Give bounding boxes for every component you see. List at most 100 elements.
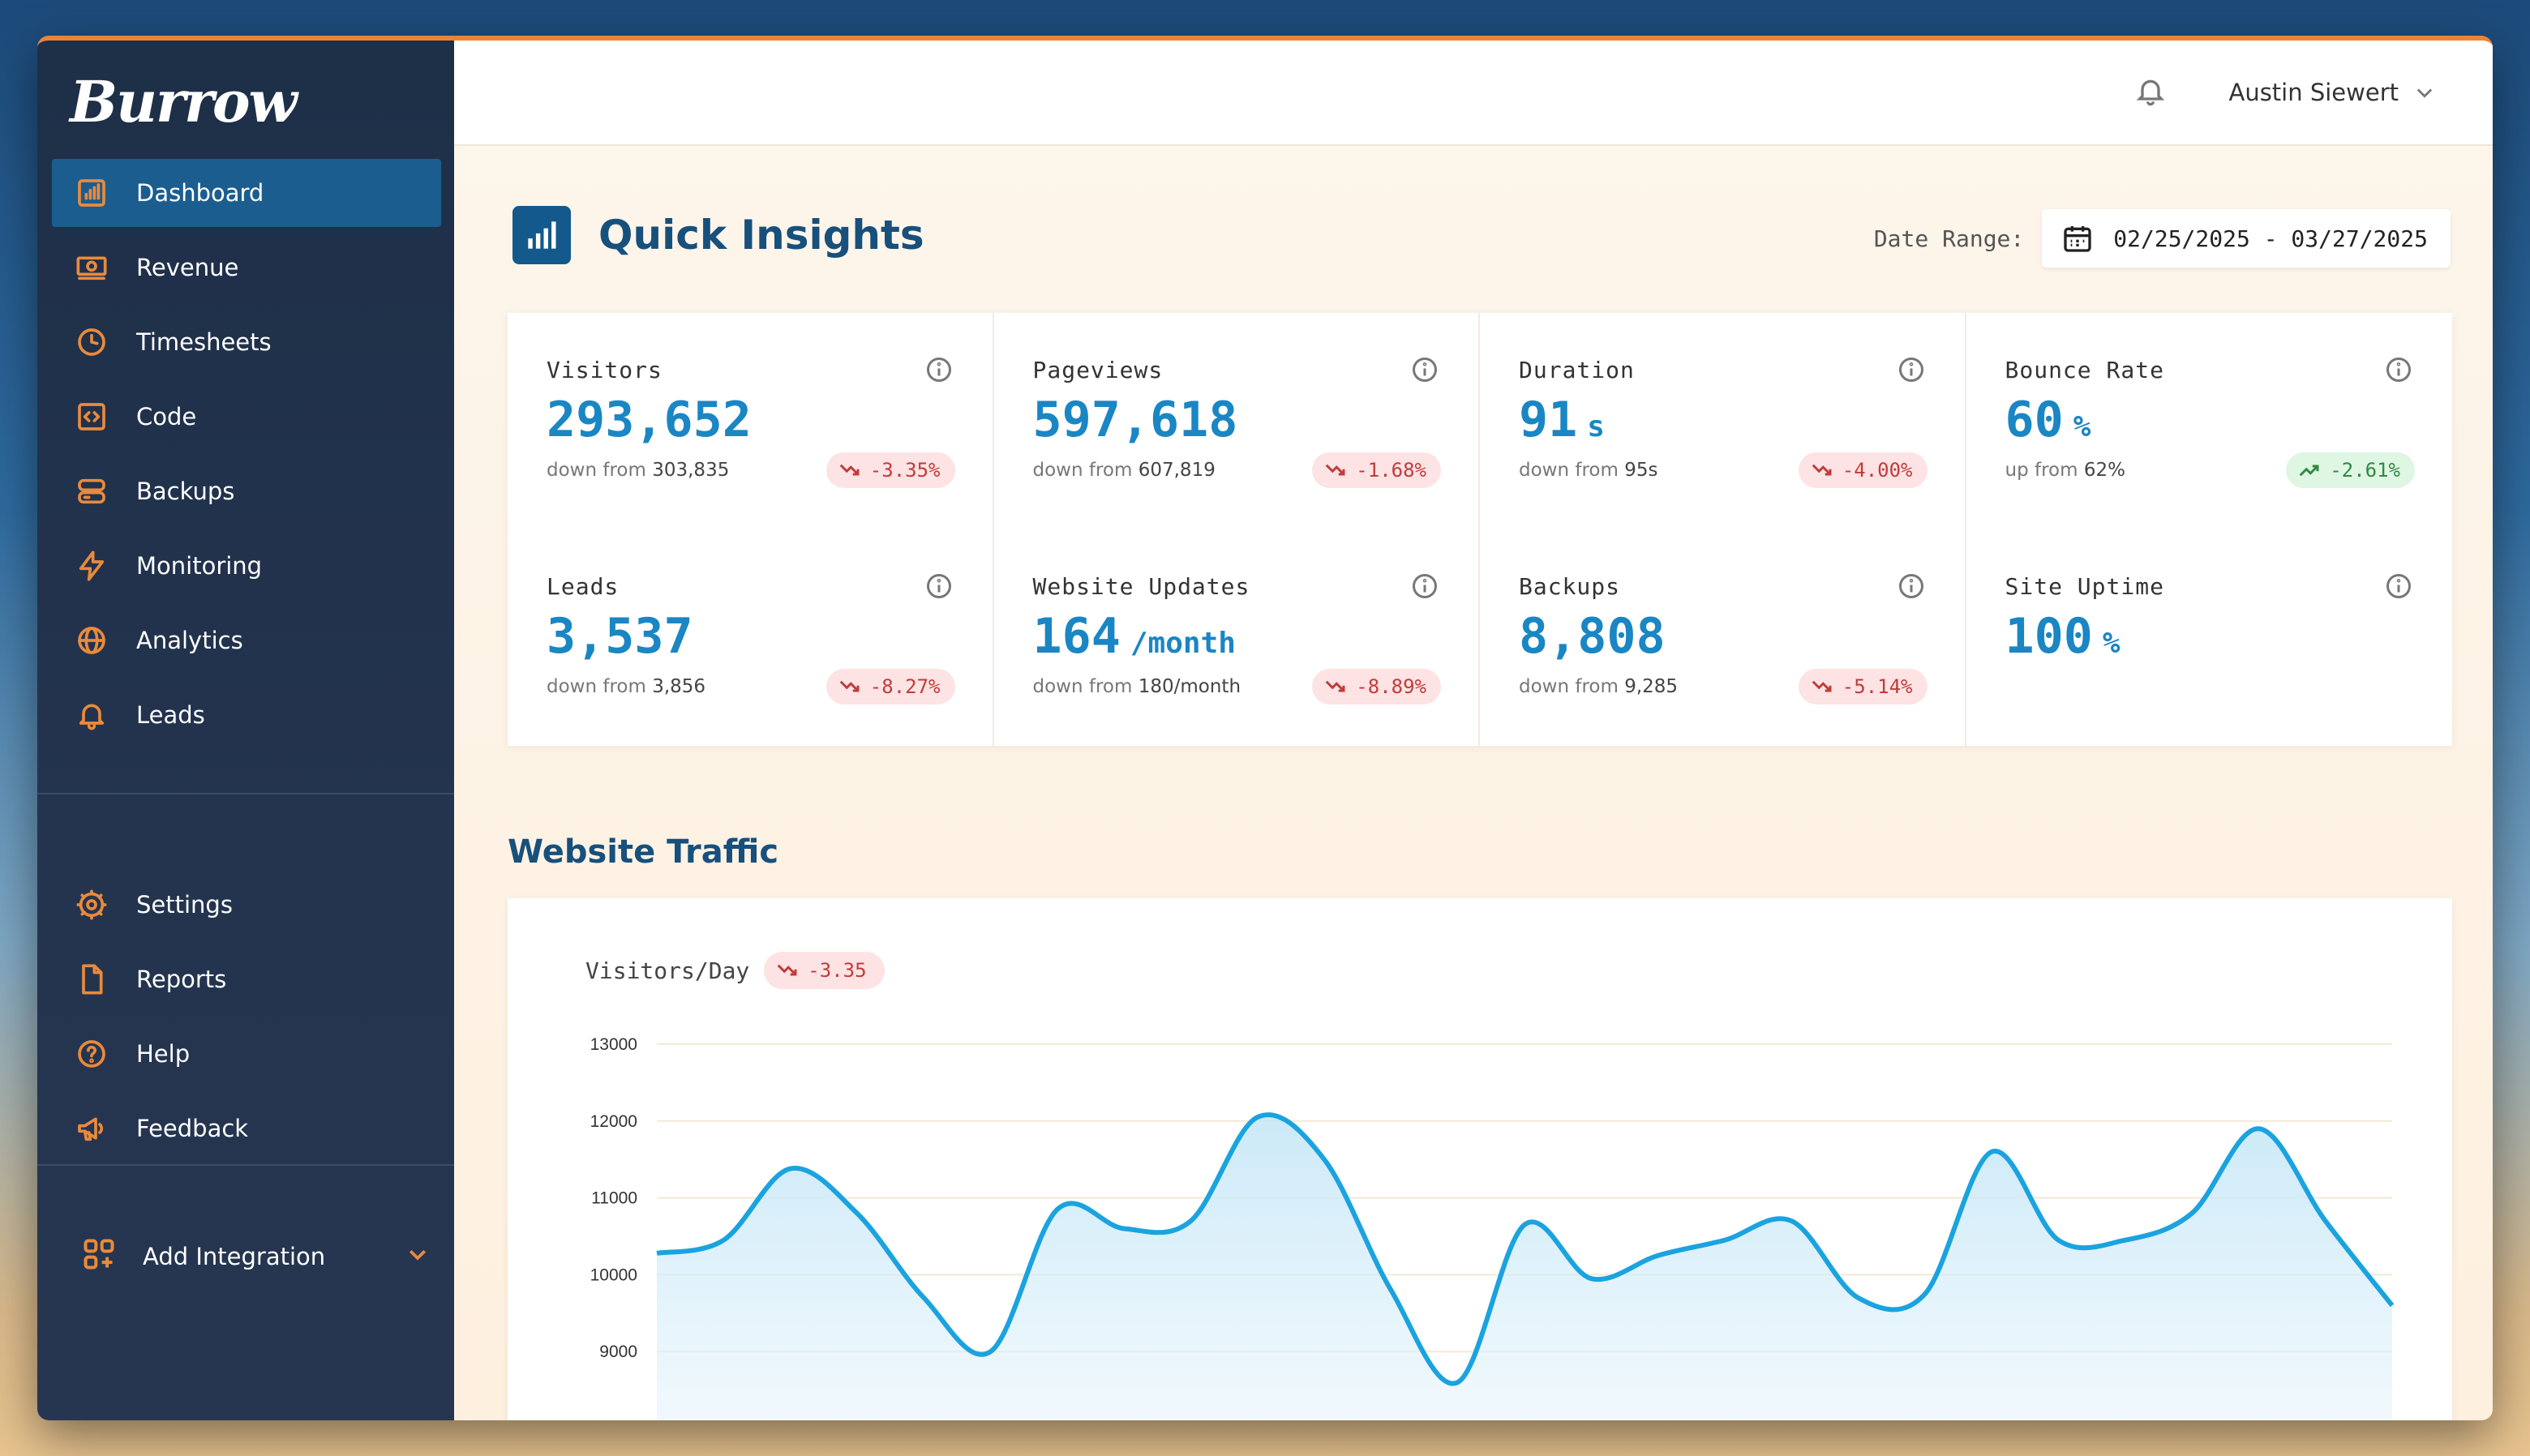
stat-comparison: down from 95s — [1519, 460, 1965, 481]
stat-comparison-prefix: down from — [1032, 676, 1138, 697]
sidebar-item-label: Revenue — [136, 254, 239, 281]
traffic-chart: 800090001000011000120001300025 Feb27 Feb… — [590, 1035, 2400, 1420]
notification-bell-icon[interactable] — [2134, 75, 2167, 110]
sidebar-item-label: Settings — [136, 891, 233, 919]
trend-badge: -8.89% — [1312, 669, 1441, 704]
data-point[interactable] — [1650, 1248, 1666, 1264]
y-tick-label: 12000 — [590, 1112, 637, 1131]
sidebar-item-help[interactable]: Help — [52, 1020, 470, 1088]
stat-label: Duration — [1519, 357, 1635, 383]
data-point[interactable] — [1516, 1217, 1533, 1233]
sidebar-item-dashboard[interactable]: Dashboard — [52, 159, 441, 227]
topbar: Austin Siewert — [454, 41, 2493, 146]
data-point[interactable] — [1049, 1201, 1066, 1218]
globe-icon — [75, 623, 109, 657]
data-point[interactable] — [2318, 1213, 2334, 1229]
add-integration-button[interactable]: Add Integration — [81, 1232, 430, 1281]
trend-value: -3.35 — [808, 959, 867, 982]
sidebar-item-backups[interactable]: Backups — [52, 457, 470, 525]
info-icon[interactable] — [1410, 355, 1439, 384]
series-area — [657, 1115, 2392, 1420]
stat-comparison: down from 9,285 — [1519, 676, 1965, 697]
stat-number: 3,537 — [547, 608, 693, 665]
sidebar-item-leads[interactable]: Leads — [52, 681, 470, 749]
data-point[interactable] — [2050, 1232, 2066, 1248]
data-point[interactable] — [1182, 1213, 1199, 1229]
stat-label: Website Updates — [1032, 573, 1250, 600]
data-point[interactable] — [1783, 1213, 1799, 1229]
trend-value: -4.00% — [1842, 459, 1913, 482]
data-point[interactable] — [2117, 1232, 2133, 1248]
trend-badge: -8.27% — [825, 669, 955, 704]
sidebar-divider — [37, 793, 454, 794]
stat-label: Site Uptime — [2005, 573, 2164, 600]
sidebar-item-label: Leads — [136, 701, 205, 729]
data-point[interactable] — [916, 1290, 932, 1306]
stat-comparison: down from 303,835 — [547, 460, 993, 481]
chevron-down-icon[interactable] — [405, 1242, 430, 1272]
sidebar-item-reports[interactable]: Reports — [52, 945, 470, 1013]
trend-down-icon — [1325, 464, 1345, 476]
bar-chart-icon — [512, 206, 571, 264]
data-point[interactable] — [783, 1161, 799, 1177]
data-point[interactable] — [1250, 1109, 1266, 1125]
section-title: Website Traffic — [508, 833, 779, 871]
info-icon[interactable] — [2384, 355, 2413, 384]
data-point[interactable] — [1850, 1290, 1867, 1306]
insight-cards: Visitors 293,652 down from 303,835 -3.35… — [508, 313, 2452, 746]
stat-comparison-value: 607,819 — [1138, 460, 1216, 481]
logo[interactable]: Burrow — [66, 68, 334, 136]
stat-value: 91 s — [1519, 392, 1965, 448]
data-point[interactable] — [1383, 1282, 1399, 1298]
traffic-chart-card: Visitors/Day -3.35 8000 9000 10000 11000 120… — [508, 898, 2452, 1420]
chart-label: Visitors/Day — [585, 957, 750, 984]
gear-icon — [75, 888, 109, 922]
sidebar-item-settings[interactable]: Settings — [52, 871, 470, 939]
stat-card-website-updates: Website Updates 164/month down from 180/… — [994, 529, 1480, 746]
data-point[interactable] — [2184, 1205, 2200, 1222]
data-point[interactable] — [983, 1343, 999, 1360]
data-point[interactable] — [1316, 1151, 1332, 1167]
sidebar-item-timesheets[interactable]: Timesheets — [52, 308, 470, 376]
sidebar-item-label: Feedback — [136, 1115, 249, 1142]
info-icon[interactable] — [924, 355, 954, 384]
sidebar-item-feedback[interactable]: Feedback — [52, 1094, 470, 1163]
trend-value: -2.61% — [2330, 459, 2400, 482]
data-point[interactable] — [849, 1205, 865, 1222]
data-point[interactable] — [1983, 1144, 2000, 1160]
data-point[interactable] — [1583, 1270, 1599, 1287]
data-point[interactable] — [1450, 1374, 1466, 1390]
stat-unit: % — [2102, 627, 2120, 660]
trend-value: -5.14% — [1842, 675, 1913, 698]
date-range-picker[interactable]: 02/25/2025 - 03/27/2025 — [2042, 209, 2451, 268]
sidebar-item-code[interactable]: Code — [52, 383, 470, 451]
user-menu[interactable]: Austin Siewert — [2228, 79, 2436, 106]
info-icon[interactable] — [2384, 572, 2413, 601]
info-icon[interactable] — [1410, 572, 1439, 601]
data-point[interactable] — [715, 1232, 731, 1248]
trend-badge: -2.61% — [2286, 452, 2415, 488]
data-point[interactable] — [1717, 1232, 1733, 1248]
data-point[interactable] — [2250, 1120, 2266, 1137]
info-icon[interactable] — [924, 572, 954, 601]
stat-label: Visitors — [547, 357, 663, 383]
data-point[interactable] — [1917, 1286, 1933, 1302]
app-window: Burrow Dashboard Revenue Timesheets Code — [37, 36, 2493, 1420]
series-line — [656, 1112, 2395, 1386]
sidebar-item-analytics[interactable]: Analytics — [52, 606, 470, 674]
stat-comparison: down from 180/month — [1033, 676, 1479, 697]
stat-number: 8,808 — [1519, 608, 1666, 665]
data-point[interactable] — [2384, 1297, 2400, 1313]
trend-badge: -4.00% — [1798, 452, 1928, 488]
stat-comparison-prefix: down from — [1519, 676, 1625, 697]
data-point[interactable] — [649, 1245, 665, 1261]
data-point[interactable] — [1116, 1221, 1132, 1237]
stat-value: 293,652 — [547, 392, 993, 448]
info-icon[interactable] — [1897, 572, 1926, 601]
lightning-icon — [75, 549, 109, 583]
calendar-icon — [2064, 226, 2091, 252]
trend-down-icon — [1812, 680, 1832, 692]
sidebar-item-monitoring[interactable]: Monitoring — [52, 532, 470, 600]
info-icon[interactable] — [1897, 355, 1926, 384]
sidebar-item-revenue[interactable]: Revenue — [52, 233, 470, 302]
